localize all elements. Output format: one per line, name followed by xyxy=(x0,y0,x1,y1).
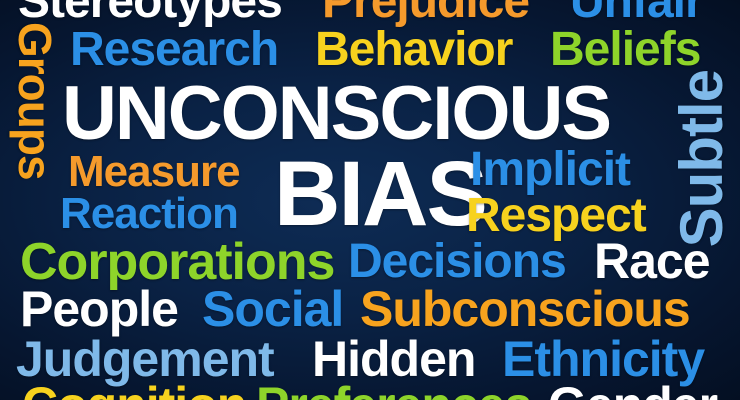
word-respect: Respect xyxy=(466,189,647,242)
word-beliefs: Beliefs xyxy=(550,23,701,76)
word-ethnicity: Ethnicity xyxy=(502,331,705,387)
word-unconscious: UNCONSCIOUS xyxy=(62,71,612,156)
word-groups: Groups xyxy=(9,22,61,180)
word-bias: BIAS xyxy=(274,143,488,245)
word-prejudice: Prejudice xyxy=(322,0,530,28)
word-decisions: Decisions xyxy=(348,235,567,288)
word-preferences: Preferences xyxy=(256,380,532,400)
word-people: People xyxy=(20,281,179,337)
word-social: Social xyxy=(202,281,344,337)
word-stereotypes: Stereotypes xyxy=(18,0,283,28)
word-gender: Gender xyxy=(548,380,718,400)
word-judgement: Judgement xyxy=(16,331,275,387)
word-measure: Measure xyxy=(68,147,241,196)
word-cognition: Cognition xyxy=(22,380,247,400)
word-unfair: Unfair xyxy=(570,0,704,28)
word-reaction: Reaction xyxy=(60,189,239,238)
word-implicit: Implicit xyxy=(470,143,631,196)
word-corporations: Corporations xyxy=(20,233,335,291)
word-subtle: Subtle xyxy=(668,70,735,248)
word-hidden: Hidden xyxy=(312,331,476,387)
word-research: Research xyxy=(70,23,279,76)
word-race: Race xyxy=(594,233,711,289)
word-behavior: Behavior xyxy=(315,23,513,76)
word-subconscious: Subconscious xyxy=(360,281,691,337)
